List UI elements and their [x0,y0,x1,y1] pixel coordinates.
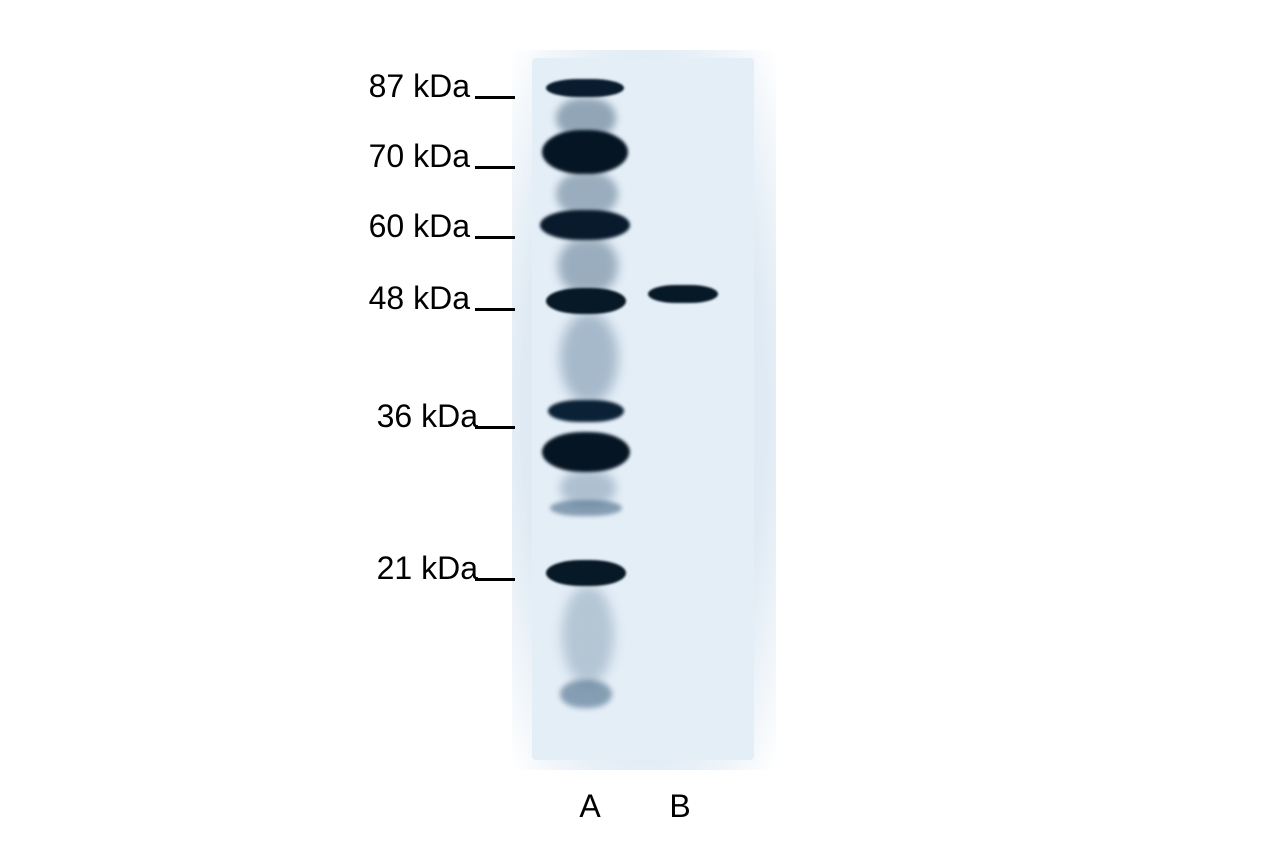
lane-a-smear-6 [562,585,614,685]
lane-a-band-60 [540,210,630,240]
lane-a-band-faint-28 [550,500,622,516]
lane-b-band-48 [648,285,718,303]
lane-a-smear-3 [558,238,618,294]
marker-label-21: 21 kDa [338,550,478,587]
lane-label-a: A [570,788,610,825]
marker-label-60: 60 kDa [330,208,470,245]
marker-tick-48 [475,308,515,311]
lane-a-band-70 [542,130,628,174]
marker-tick-60 [475,236,515,239]
lane-a-band-36a [548,400,624,422]
marker-tick-87 [475,96,515,99]
marker-label-36: 36 kDa [338,398,478,435]
marker-tick-70 [475,166,515,169]
marker-label-48: 48 kDa [330,280,470,317]
lane-a-smear-4 [560,312,618,404]
marker-label-70: 70 kDa [330,138,470,175]
lane-a-band-36b [542,432,630,472]
lane-a-band-48 [546,288,626,314]
marker-tick-36 [475,426,515,429]
lane-a-band-bottom [560,680,612,708]
marker-label-87: 87 kDa [330,68,470,105]
lane-a-band-87 [546,79,624,97]
lane-a-band-21 [546,560,626,586]
marker-tick-21 [475,578,515,581]
lane-label-b: B [660,788,700,825]
